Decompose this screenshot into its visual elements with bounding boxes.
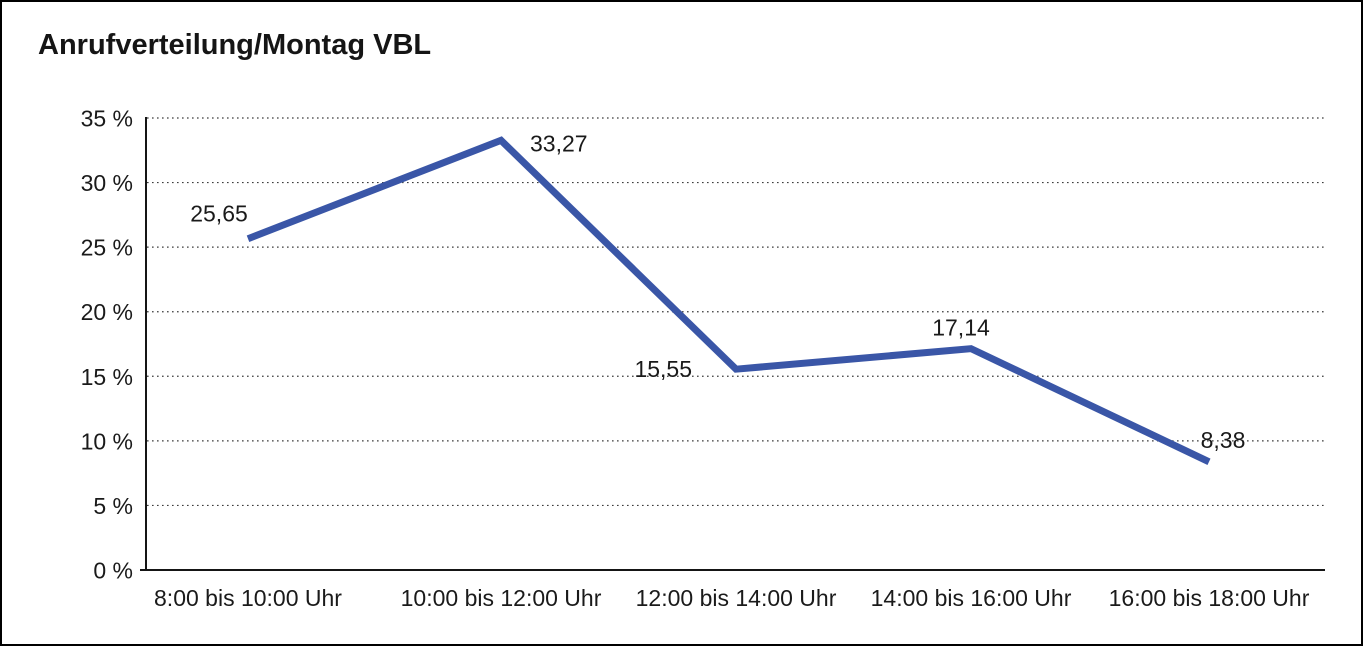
y-axis-tick-label: 30 % (81, 170, 133, 196)
data-point-label: 25,65 (190, 201, 248, 227)
data-point-label: 33,27 (530, 130, 588, 156)
y-axis-tick-label: 10 % (81, 428, 133, 454)
data-point-label: 17,14 (932, 315, 990, 341)
chart-title: Anrufverteilung/Montag VBL (38, 29, 432, 61)
y-axis-tick-label: 20 % (81, 299, 133, 325)
y-axis-tick-label: 5 % (93, 493, 133, 519)
data-line (246, 136, 1211, 465)
x-axis-tick-label: 16:00 bis 18:00 Uhr (1109, 585, 1310, 611)
y-axis-tick-label: 0 % (93, 558, 133, 584)
x-axis-tick-label: 14:00 bis 16:00 Uhr (871, 585, 1072, 611)
y-axis-tick-label: 25 % (81, 235, 133, 261)
data-point-label: 8,38 (1201, 427, 1246, 453)
data-point-label: 15,55 (634, 356, 692, 382)
x-axis-tick-label: 8:00 bis 10:00 Uhr (154, 585, 342, 611)
y-axis-tick-label: 35 % (81, 106, 133, 132)
x-axis-tick-label: 12:00 bis 14:00 Uhr (636, 585, 837, 611)
y-axis-tick-label: 15 % (81, 364, 133, 390)
x-axis-tick-label: 10:00 bis 12:00 Uhr (401, 585, 602, 611)
